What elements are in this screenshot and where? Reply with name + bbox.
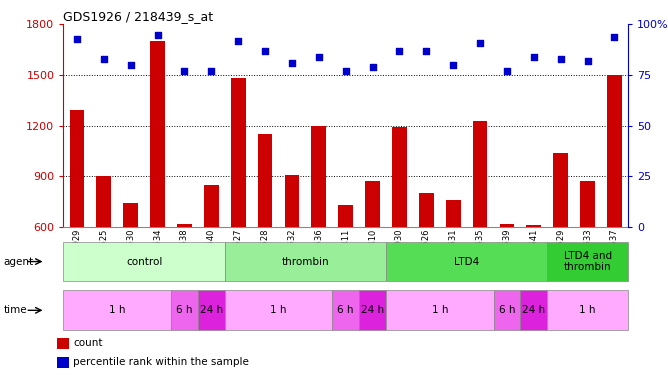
Point (609, 33, 620, 39)
Point (448, 62, 458, 68)
Bar (526, 225, 541, 328)
Point (475, 40, 486, 46)
Text: 24 h: 24 h (361, 305, 384, 315)
Bar (69, 110, 84, 328)
Bar (57, 357, 69, 368)
Point (179, 68, 190, 74)
Bar (332, 291, 359, 330)
Bar (224, 291, 332, 330)
Bar (419, 193, 434, 328)
Point (502, 68, 512, 74)
Bar (204, 185, 218, 328)
Bar (63, 242, 224, 281)
Bar (230, 78, 246, 328)
Point (582, 58, 593, 64)
Point (206, 68, 216, 74)
Bar (338, 205, 353, 328)
Text: 1 h: 1 h (271, 305, 287, 315)
Point (233, 38, 244, 44)
Text: 1 h: 1 h (432, 305, 448, 315)
Point (98, 56, 109, 62)
Point (260, 48, 271, 54)
Bar (494, 291, 520, 330)
Text: 1 h: 1 h (109, 305, 126, 315)
Bar (386, 242, 547, 281)
Point (555, 56, 566, 62)
Bar (124, 203, 138, 328)
Text: LTD4: LTD4 (454, 256, 479, 267)
Bar (446, 200, 461, 328)
Text: count: count (73, 339, 103, 348)
Text: GDS1926 / 218439_s_at: GDS1926 / 218439_s_at (63, 10, 214, 23)
Bar (177, 224, 192, 328)
Text: percentile rank within the sample: percentile rank within the sample (73, 357, 249, 367)
Point (152, 32, 163, 38)
Bar (580, 182, 595, 328)
Bar (392, 128, 407, 328)
Bar (547, 291, 628, 330)
Bar (198, 291, 224, 330)
Text: agent: agent (3, 256, 33, 267)
Bar (63, 291, 171, 330)
Bar (359, 291, 386, 330)
Bar (365, 182, 380, 328)
Bar (224, 242, 386, 281)
Bar (57, 338, 69, 349)
Bar (386, 291, 494, 330)
Text: 1 h: 1 h (579, 305, 596, 315)
Text: LTD4 and
thrombin: LTD4 and thrombin (564, 251, 612, 272)
Point (341, 68, 351, 74)
Point (528, 54, 539, 60)
Text: 24 h: 24 h (522, 305, 545, 315)
Bar (553, 153, 568, 328)
Bar (96, 176, 111, 328)
Text: 6 h: 6 h (337, 305, 354, 315)
Point (126, 62, 136, 68)
Point (313, 54, 324, 60)
Bar (150, 41, 165, 328)
Text: thrombin: thrombin (281, 256, 329, 267)
Point (394, 48, 405, 54)
Text: control: control (126, 256, 162, 267)
Bar (547, 242, 628, 281)
Bar (473, 121, 488, 328)
Bar (607, 75, 622, 328)
Bar (285, 175, 299, 328)
Point (287, 60, 297, 66)
Bar (258, 134, 273, 328)
Text: 6 h: 6 h (176, 305, 192, 315)
Text: time: time (3, 305, 27, 315)
Text: 24 h: 24 h (200, 305, 223, 315)
Text: 6 h: 6 h (499, 305, 515, 315)
Bar (311, 126, 326, 328)
Bar (520, 291, 547, 330)
Point (71, 36, 82, 42)
Point (421, 48, 432, 54)
Bar (500, 224, 514, 328)
Bar (171, 291, 198, 330)
Point (367, 64, 378, 70)
